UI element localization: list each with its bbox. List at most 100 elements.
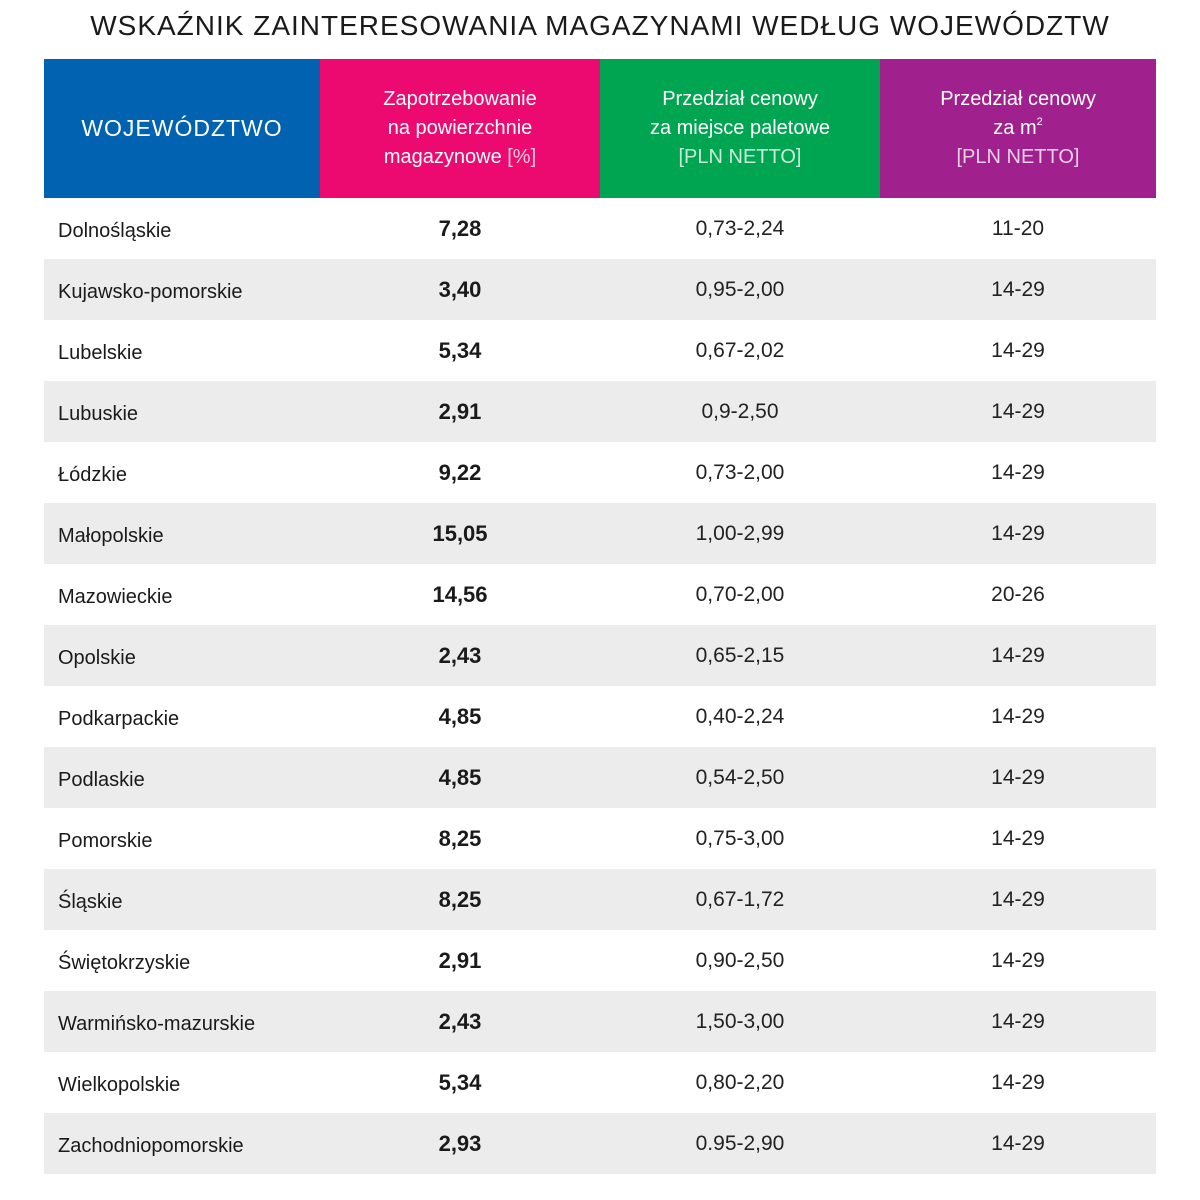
cell-region: Wielkopolskie: [58, 1074, 181, 1096]
table-row: Małopolskie 15,05 1,00-2,99 14-29: [44, 503, 1156, 564]
cell-region: Świętokrzyskie: [58, 952, 191, 974]
cell-sqm-price: 14-29: [991, 1131, 1045, 1155]
cell-demand: 2,93: [438, 1130, 482, 1156]
cell-pallet-price: 1,50-3,00: [695, 1009, 785, 1033]
header-col-sqm-unit: [PLN NETTO]: [956, 146, 1080, 168]
table-row: Lubuskie 2,91 0,9-2,50 14-29: [44, 381, 1156, 442]
header-col-region: WOJEWÓDZTWO: [44, 59, 320, 198]
data-table: WOJEWÓDZTWO Zapotrzebowanie na powierzch…: [44, 59, 1156, 1174]
cell-sqm-price: 14-29: [991, 460, 1045, 484]
header-col-sqm-line2-text: za m: [993, 117, 1037, 139]
cell-sqm-price: 14-29: [991, 887, 1045, 911]
cell-sqm-price: 11-20: [991, 216, 1045, 240]
cell-pallet-price: 0,80-2,20: [695, 1070, 785, 1094]
cell-pallet-price: 0,65-2,15: [695, 643, 785, 667]
cell-region: Lubelskie: [58, 342, 143, 364]
cell-region: Mazowieckie: [58, 586, 173, 608]
cell-pallet-price: 0,70-2,00: [695, 582, 785, 606]
cell-demand: 3,40: [438, 276, 482, 302]
table-row: Łódzkie 9,22 0,73-2,00 14-29: [44, 442, 1156, 503]
cell-demand: 8,25: [438, 825, 482, 851]
header-col-demand-line3-text: magazynowe: [383, 146, 502, 168]
cell-demand: 2,91: [438, 398, 482, 424]
header-col-sqm: Przedział cenowy za m2 [PLN NETTO]: [880, 59, 1156, 198]
cell-demand: 5,34: [438, 1069, 482, 1095]
cell-pallet-price: 0,73-2,00: [695, 460, 785, 484]
cell-demand: 2,43: [438, 1008, 482, 1034]
cell-demand: 2,43: [438, 642, 482, 668]
cell-region: Zachodniopomorskie: [58, 1135, 244, 1157]
table-row: Mazowieckie 14,56 0,70-2,00 20-26: [44, 564, 1156, 625]
cell-demand: 8,25: [438, 886, 482, 912]
cell-demand: 4,85: [438, 764, 482, 790]
cell-region: Podkarpackie: [58, 708, 180, 730]
page-title: WSKAŹNIK ZAINTERESOWANIA MAGAZYNAMI WEDŁ…: [90, 10, 1110, 41]
cell-region: Łódzkie: [58, 464, 127, 486]
cell-sqm-price: 14-29: [991, 826, 1045, 850]
cell-demand: 15,05: [432, 520, 488, 546]
header-col-pallet: Przedział cenowy za miejsce paletowe [PL…: [600, 59, 880, 198]
header-col-sqm-line1: Przedział cenowy: [940, 88, 1096, 110]
cell-region: Pomorskie: [58, 830, 153, 852]
cell-pallet-price: 0,67-2,02: [695, 338, 785, 362]
cell-pallet-price: 0.95-2,90: [695, 1131, 785, 1155]
cell-demand: 4,85: [438, 703, 482, 729]
cell-region: Kujawsko-pomorskie: [58, 281, 243, 303]
cell-region: Warmińsko-mazurskie: [58, 1013, 256, 1035]
cell-sqm-price: 14-29: [991, 521, 1045, 545]
cell-pallet-price: 0,95-2,00: [695, 277, 785, 301]
header-col-region-label: WOJEWÓDZTWO: [81, 115, 283, 141]
table-row: Kujawsko-pomorskie 3,40 0,95-2,00 14-29: [44, 259, 1156, 320]
cell-demand: 7,28: [438, 215, 482, 241]
table-row: Śląskie 8,25 0,67-1,72 14-29: [44, 869, 1156, 930]
cell-pallet-price: 0,75-3,00: [695, 826, 785, 850]
cell-sqm-price: 14-29: [991, 1070, 1045, 1094]
cell-sqm-price: 14-29: [991, 1009, 1045, 1033]
cell-demand: 14,56: [432, 581, 488, 607]
table-row: Podkarpackie 4,85 0,40-2,24 14-29: [44, 686, 1156, 747]
header-col-pallet-line1: Przedział cenowy: [662, 88, 818, 110]
table-body: Dolnośląskie 7,28 0,73-2,24 11-20 Kujawsko-p…: [44, 198, 1156, 1174]
header-col-pallet-line2: za miejsce paletowe: [649, 117, 831, 139]
header-col-demand: Zapotrzebowanie na powierzchnie magazyno…: [320, 59, 600, 198]
cell-pallet-price: 0,73-2,24: [695, 216, 785, 240]
cell-sqm-price: 14-29: [991, 338, 1045, 362]
cell-region: Śląskie: [58, 891, 123, 913]
cell-region: Małopolskie: [58, 525, 164, 547]
table-row: Świętokrzyskie 2,91 0,90-2,50 14-29: [44, 930, 1156, 991]
cell-pallet-price: 0,9-2,50: [701, 399, 779, 423]
table-row: Podlaskie 4,85 0,54-2,50 14-29: [44, 747, 1156, 808]
cell-sqm-price: 14-29: [991, 277, 1045, 301]
header-col-demand-line1: Zapotrzebowanie: [383, 88, 537, 110]
cell-sqm-price: 14-29: [991, 643, 1045, 667]
cell-sqm-price: 14-29: [991, 765, 1045, 789]
cell-sqm-price: 20-26: [991, 582, 1045, 606]
cell-pallet-price: 1,00-2,99: [695, 521, 785, 545]
cell-pallet-price: 0,90-2,50: [695, 948, 785, 972]
header-col-sqm-sup: 2: [1036, 116, 1043, 128]
table-row: Wielkopolskie 5,34 0,80-2,20 14-29: [44, 1052, 1156, 1113]
cell-pallet-price: 0,54-2,50: [695, 765, 785, 789]
header-col-sqm-line2: za m2: [993, 114, 1042, 143]
table-row: Warmińsko-mazurskie 2,43 1,50-3,00 14-29: [44, 991, 1156, 1052]
cell-region: Dolnośląskie: [58, 220, 172, 242]
table-row: Lubelskie 5,34 0,67-2,02 14-29: [44, 320, 1156, 381]
cell-pallet-price: 0,40-2,24: [695, 704, 785, 728]
table-header: WOJEWÓDZTWO Zapotrzebowanie na powierzch…: [44, 59, 1156, 198]
cell-pallet-price: 0,67-1,72: [695, 887, 785, 911]
cell-region: Podlaskie: [58, 769, 145, 791]
cell-demand: 5,34: [438, 337, 482, 363]
cell-region: Opolskie: [58, 647, 136, 669]
table-row: Pomorskie 8,25 0,75-3,00 14-29: [44, 808, 1156, 869]
cell-region: Lubuskie: [58, 403, 139, 425]
cell-sqm-price: 14-29: [991, 704, 1045, 728]
cell-sqm-price: 14-29: [991, 948, 1045, 972]
header-col-pallet-unit: [PLN NETTO]: [678, 146, 802, 168]
header-col-demand-line2: na powierzchnie: [387, 117, 533, 139]
header-col-demand-unit: [%]: [507, 146, 537, 168]
table-row: Zachodniopomorskie 2,93 0.95-2,90 14-29: [44, 1113, 1156, 1174]
header-col-demand-line3: magazynowe [%]: [384, 143, 536, 172]
table-row: Dolnośląskie 7,28 0,73-2,24 11-20: [44, 198, 1156, 259]
table-row: Opolskie 2,43 0,65-2,15 14-29: [44, 625, 1156, 686]
cell-sqm-price: 14-29: [991, 399, 1045, 423]
